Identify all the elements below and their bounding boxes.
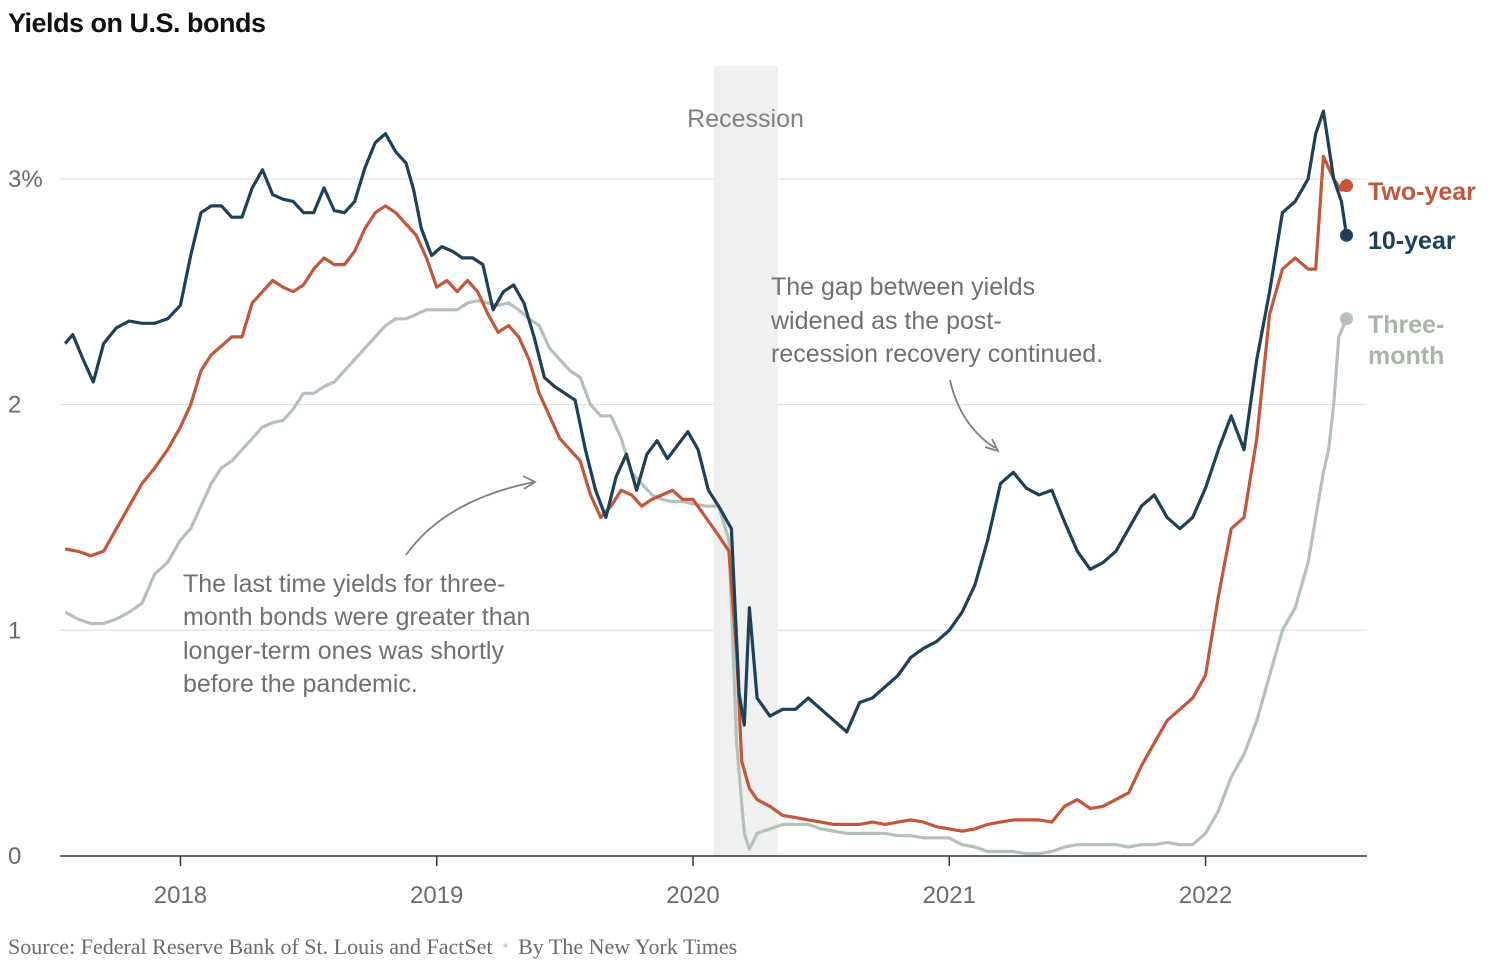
annotation-last-time-line-1: The last time yields for three-	[183, 570, 505, 598]
x-tick-label: 2018	[154, 882, 207, 909]
series-line-10-year	[63, 109, 1349, 734]
series-label-three-month-line-2: month	[1368, 342, 1444, 370]
annotation-gap-arrowhead	[984, 438, 1000, 453]
x-tick-label: 2019	[410, 882, 463, 909]
annotation-last-time-line-4: before the pandemic.	[183, 670, 418, 698]
y-axis-ticks: 0 1 2 3%	[8, 166, 43, 870]
series-line-two-year	[64, 154, 1348, 833]
y-tick-label: 1	[8, 617, 21, 644]
annotation-gap-line-1: The gap between yields	[771, 273, 1035, 301]
recession-label: Recession	[687, 105, 804, 133]
series-label-two-year: Two-year	[1368, 178, 1476, 206]
footer-separator: •	[502, 938, 509, 955]
footer: Source: Federal Reserve Bank of St. Loui…	[8, 934, 737, 960]
series-end-dot	[1339, 179, 1353, 193]
series-lines	[63, 109, 1353, 856]
annotation-last-time: The last time yields for three- month bo…	[183, 475, 537, 698]
series-end-dot	[1339, 312, 1353, 326]
annotation-gap-line-3: recession recovery continued.	[771, 340, 1103, 368]
y-tick-label: 0	[8, 843, 21, 870]
annotation-gap-arrow	[949, 379, 996, 449]
x-axis-ticks: 2018 2019 2020 2021 2022	[154, 856, 1232, 909]
series-line-three-month	[64, 299, 1348, 856]
x-tick-label: 2022	[1179, 882, 1232, 909]
series-label-three-month-line-1: Three-	[1368, 311, 1444, 339]
annotation-last-time-arrow	[405, 481, 535, 556]
annotation-last-time-line-3: longer-term ones was shortly	[183, 637, 504, 665]
y-tick-label: 2	[8, 392, 21, 419]
annotation-gap: The gap between yields widened as the po…	[770, 273, 1103, 453]
annotation-gap-line-2: widened as the post-	[770, 307, 1002, 335]
byline: By The New York Times	[518, 934, 738, 959]
recession-band	[713, 66, 778, 856]
annotation-last-time-line-2: month bonds were greater than	[183, 603, 530, 631]
series-label-ten-year: 10-year	[1368, 227, 1456, 255]
annotation-last-time-arrowhead	[522, 475, 537, 490]
y-tick-label: 3%	[8, 166, 43, 193]
x-tick-label: 2020	[666, 882, 719, 909]
source-note: Source: Federal Reserve Bank of St. Loui…	[8, 934, 493, 959]
chart-title: Yields on U.S. bonds	[8, 8, 266, 38]
x-tick-label: 2021	[923, 882, 976, 909]
series-end-dot	[1339, 228, 1353, 242]
